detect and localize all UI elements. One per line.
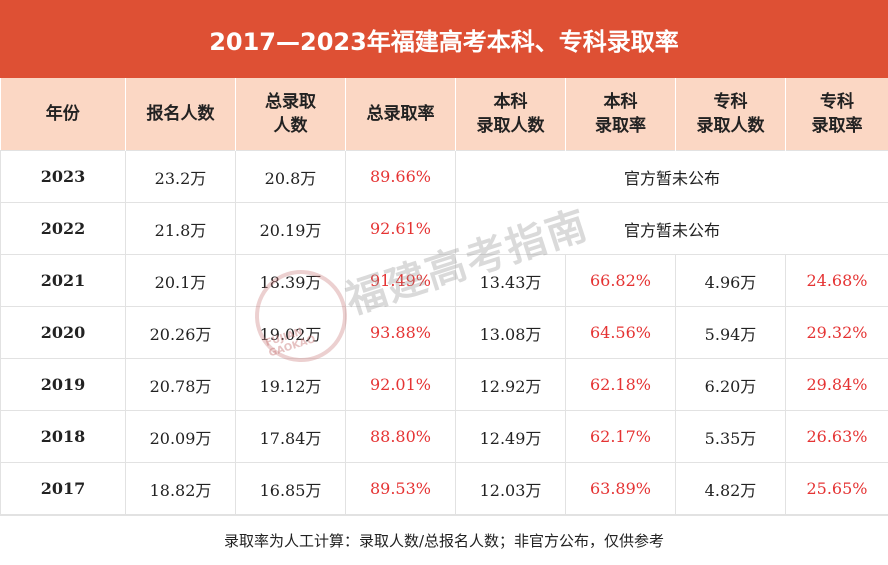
- table-cell: 64.56%: [566, 307, 676, 359]
- table-cell: 26.63%: [786, 411, 888, 463]
- header-cell: 总录取率: [346, 78, 456, 151]
- header-cell: 总录取 人数: [236, 78, 346, 151]
- table-cell: 20.1万: [126, 255, 236, 307]
- table-cell: 12.49万: [456, 411, 566, 463]
- table-cell: 25.65%: [786, 463, 888, 515]
- table-cell: 20.8万: [236, 151, 346, 203]
- table-cell: 91.49%: [346, 255, 456, 307]
- header-cell: 年份: [1, 78, 126, 151]
- table-cell: 2019: [1, 359, 126, 411]
- table-cell: 89.53%: [346, 463, 456, 515]
- table-cell: 16.85万: [236, 463, 346, 515]
- table-cell: 18.82万: [126, 463, 236, 515]
- table-cell: 21.8万: [126, 203, 236, 255]
- table-cell: 20.09万: [126, 411, 236, 463]
- table-cell: 29.84%: [786, 359, 888, 411]
- table-cell: 63.89%: [566, 463, 676, 515]
- title: 2017—2023年福建高考本科、专科录取率: [0, 0, 888, 78]
- table-cell: 92.01%: [346, 359, 456, 411]
- header-cell: 本科 录取人数: [456, 78, 566, 151]
- table-cell: 20.26万: [126, 307, 236, 359]
- table-cell: 20.19万: [236, 203, 346, 255]
- table-cell: 2020: [1, 307, 126, 359]
- table-cell: 2018: [1, 411, 126, 463]
- table-cell: 93.88%: [346, 307, 456, 359]
- table-cell: 20.78万: [126, 359, 236, 411]
- header-cell: 报名人数: [126, 78, 236, 151]
- table-cell: 29.32%: [786, 307, 888, 359]
- table-cell: 24.68%: [786, 255, 888, 307]
- table-cell: 5.35万: [676, 411, 786, 463]
- table-cell: 2023: [1, 151, 126, 203]
- table-cell: 2021: [1, 255, 126, 307]
- table-cell: 12.92万: [456, 359, 566, 411]
- table-cell: 官方暂未公布: [456, 203, 888, 255]
- table-cell: 6.20万: [676, 359, 786, 411]
- table-cell: 官方暂未公布: [456, 151, 888, 203]
- page: 2017—2023年福建高考本科、专科录取率 年份报名人数总录取 人数总录取率本…: [0, 0, 888, 547]
- table: 年份报名人数总录取 人数总录取率本科 录取人数本科 录取率专科 录取人数专科 录…: [0, 78, 888, 515]
- table-cell: 4.96万: [676, 255, 786, 307]
- table-cell: 17.84万: [236, 411, 346, 463]
- table-cell: 2022: [1, 203, 126, 255]
- footer: 录取率为人工计算：录取人数/总报名人数；非官方公布，仅供参考: [0, 515, 888, 565]
- table-cell: 66.82%: [566, 255, 676, 307]
- table-cell: 23.2万: [126, 151, 236, 203]
- table-cell: 13.43万: [456, 255, 566, 307]
- table-cell: 89.66%: [346, 151, 456, 203]
- header-cell: 专科 录取人数: [676, 78, 786, 151]
- header-row: 年份报名人数总录取 人数总录取率本科 录取人数本科 录取率专科 录取人数专科 录…: [1, 78, 888, 151]
- header-cell: 专科 录取率: [786, 78, 888, 151]
- header-cell: 本科 录取率: [566, 78, 676, 151]
- table-cell: 2017: [1, 463, 126, 515]
- table-cell: 12.03万: [456, 463, 566, 515]
- table-cell: 13.08万: [456, 307, 566, 359]
- table-cell: 92.61%: [346, 203, 456, 255]
- table-cell: 62.18%: [566, 359, 676, 411]
- table-cell: 62.17%: [566, 411, 676, 463]
- table-cell: 88.80%: [346, 411, 456, 463]
- table-cell: 19.12万: [236, 359, 346, 411]
- table-cell: 4.82万: [676, 463, 786, 515]
- table-cell: 5.94万: [676, 307, 786, 359]
